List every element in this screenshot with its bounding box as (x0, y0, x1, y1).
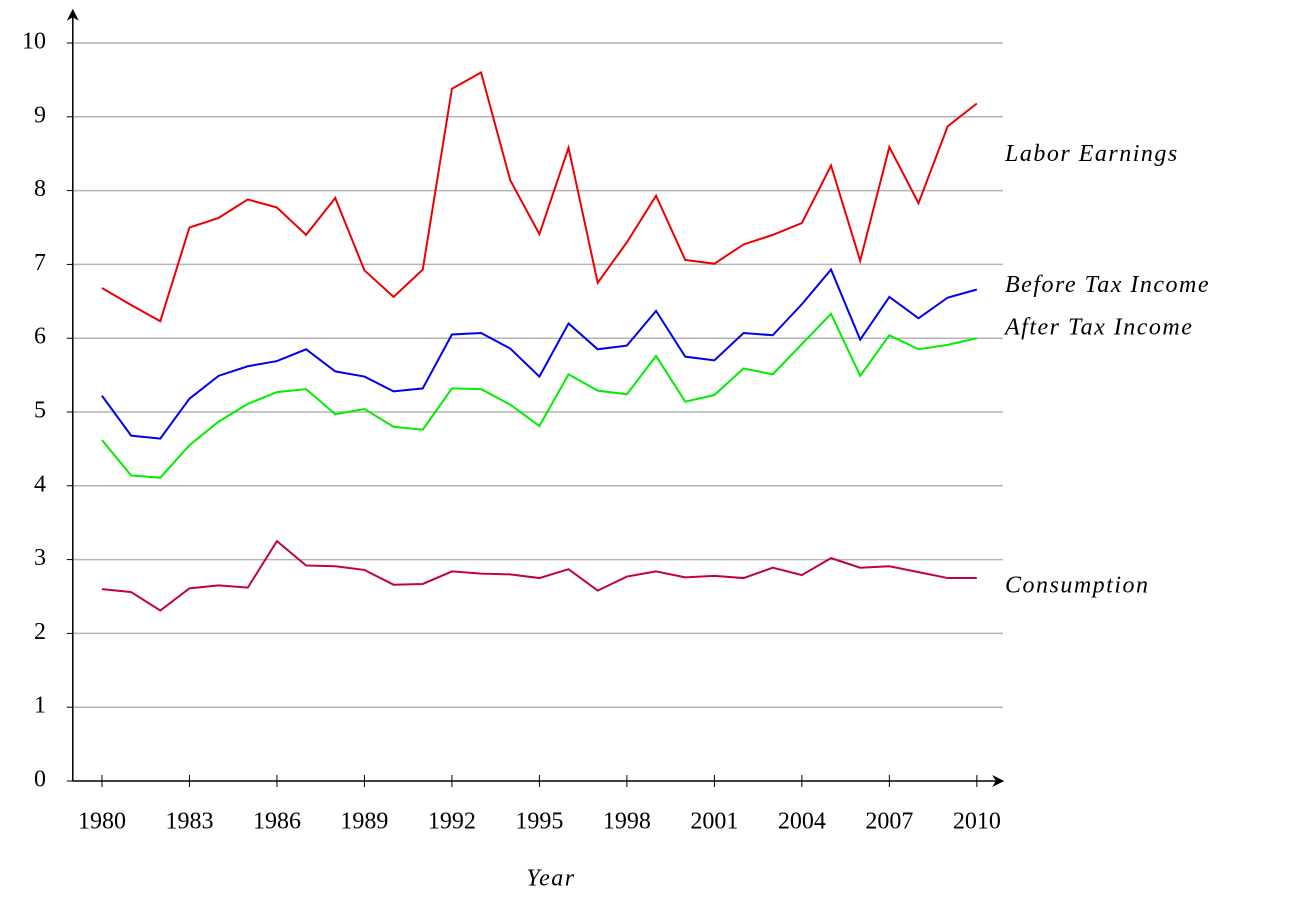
y-tick-label: 0 (34, 767, 46, 793)
y-tick-label: 7 (34, 250, 46, 276)
x-tick-label: 1980 (78, 809, 126, 835)
x-tick-label: 2001 (690, 809, 738, 835)
x-tick-label: 1995 (515, 809, 563, 835)
series-line (101, 312, 978, 479)
x-tick-label: 2004 (778, 809, 826, 835)
y-tick-label: 8 (34, 176, 46, 202)
y-tick-label: 6 (34, 324, 46, 350)
series-line (101, 267, 978, 440)
series-label: Consumption (1005, 573, 1150, 599)
y-tick-label: 5 (34, 398, 46, 424)
series-line (101, 71, 978, 323)
y-tick-label: 2 (34, 619, 46, 645)
x-tick-label: 1989 (340, 809, 388, 835)
x-tick-label: 1998 (603, 809, 651, 835)
x-tick-label: 1986 (253, 809, 301, 835)
y-tick-label: 4 (34, 471, 46, 497)
x-tick-label: 2010 (953, 809, 1001, 835)
series-label: After Tax Income (1003, 315, 1193, 341)
x-axis-label: Year (526, 866, 575, 892)
y-tick-label: 10 (22, 29, 46, 55)
series-label: Labor Earnings (1004, 141, 1179, 167)
x-tick-label: 1983 (165, 809, 213, 835)
x-tick-label: 1992 (428, 809, 476, 835)
series-line (101, 539, 977, 612)
y-tick-label: 1 (34, 693, 46, 719)
y-tick-label: 9 (34, 102, 46, 128)
series-label: Before Tax Income (1005, 272, 1210, 298)
x-tick-label: 2007 (865, 809, 913, 835)
y-tick-label: 3 (34, 545, 46, 571)
